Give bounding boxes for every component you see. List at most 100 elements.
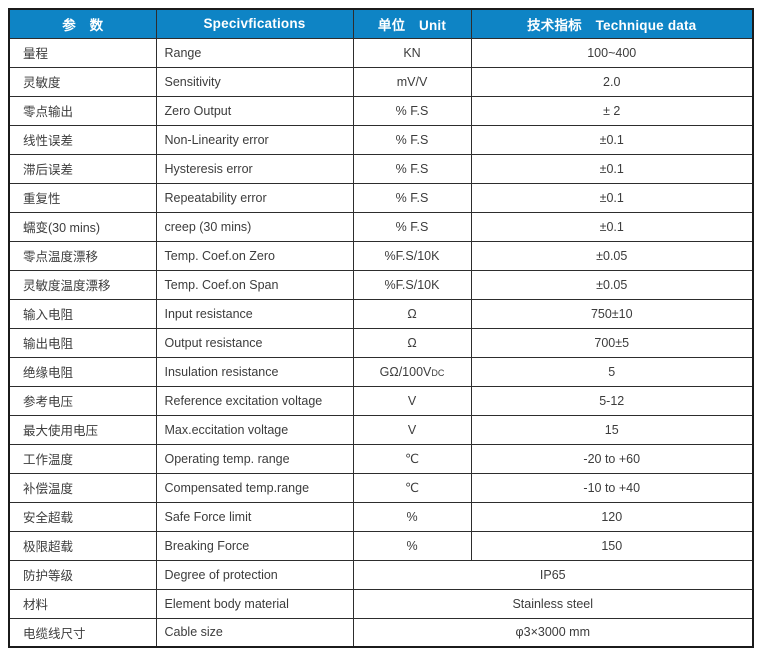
unit-cell: KN xyxy=(352,37,472,68)
table-row: 量程 Range KN 100~400 xyxy=(8,37,754,68)
spec-en-cell: Temp. Coef.on Zero xyxy=(155,240,354,271)
unit-text: mV/V xyxy=(396,74,428,89)
table-row: 补偿温度 Compensated temp.range ℃ -10 to +40 xyxy=(8,472,754,503)
unit-text: % F.S xyxy=(395,132,429,147)
value-cell: 5 xyxy=(470,356,754,387)
spec-en-cell: Sensitivity xyxy=(155,66,354,97)
unit-text: %F.S/10K xyxy=(384,277,440,292)
unit-cell: % xyxy=(352,501,472,532)
unit-cell: Ω xyxy=(352,327,472,358)
spec-en-cell: Output resistance xyxy=(155,327,354,358)
spec-en-cell: Hysteresis error xyxy=(155,153,354,184)
param-cn-cell: 线性误差 xyxy=(8,124,157,155)
merged-value-cell: φ3×3000 mm xyxy=(352,617,754,648)
unit-cell: GΩ/100VDC xyxy=(352,356,472,387)
spec-en-cell: Input resistance xyxy=(155,298,354,329)
unit-text: GΩ/100V xyxy=(379,364,432,379)
unit-cell: Ω xyxy=(352,298,472,329)
spec-en-cell: creep (30 mins) xyxy=(155,211,354,242)
table-row: 蠕变(30 mins) creep (30 mins) % F.S ±0.1 xyxy=(8,211,754,242)
table-row: 重复性 Repeatability error % F.S ±0.1 xyxy=(8,182,754,213)
value-cell: 5-12 xyxy=(470,385,754,416)
value-cell: ±0.05 xyxy=(470,269,754,300)
value-cell: ±0.1 xyxy=(470,124,754,155)
value-cell: ± 2 xyxy=(470,95,754,126)
value-cell: 15 xyxy=(470,414,754,445)
spec-en-cell: Breaking Force xyxy=(155,530,354,561)
unit-text: Ω xyxy=(407,306,417,321)
unit-cell: % F.S xyxy=(352,211,472,242)
table-row: 线性误差 Non-Linearity error % F.S ±0.1 xyxy=(8,124,754,155)
unit-cell: %F.S/10K xyxy=(352,269,472,300)
unit-cell: ℃ xyxy=(352,443,472,474)
table-row: 材料 Element body material Stainless steel xyxy=(8,588,754,619)
param-cn-cell: 输入电阻 xyxy=(8,298,157,329)
unit-text: % F.S xyxy=(395,190,429,205)
value-cell: 700±5 xyxy=(470,327,754,358)
param-cn-cell: 重复性 xyxy=(8,182,157,213)
table-row: 极限超载 Breaking Force% 150 xyxy=(8,530,754,561)
table-row: 灵敏度温度漂移 Temp. Coef.on Span %F.S/10K ±0.05 xyxy=(8,269,754,300)
unit-cell: % F.S xyxy=(352,124,472,155)
unit-text: % F.S xyxy=(395,103,429,118)
table-row: 绝缘电阻 Insulation resistance GΩ/100VDC 5 xyxy=(8,356,754,387)
unit-cell: %F.S/10K xyxy=(352,240,472,271)
spec-en-cell: Compensated temp.range xyxy=(155,472,354,503)
header-param: 参 数 xyxy=(8,8,157,39)
unit-text: % xyxy=(406,538,418,553)
param-cn-cell: 零点温度漂移 xyxy=(8,240,157,271)
value-cell: 150 xyxy=(470,530,754,561)
unit-subscript: DC xyxy=(431,367,445,378)
unit-text: % F.S xyxy=(395,161,429,176)
param-cn-cell: 电缆线尺寸 xyxy=(8,617,157,648)
unit-cell: V xyxy=(352,414,472,445)
table-row: 灵敏度 Sensitivity mV/V 2.0 xyxy=(8,66,754,97)
unit-cell: V xyxy=(352,385,472,416)
param-cn-cell: 极限超载 xyxy=(8,530,157,561)
param-cn-cell: 参考电压 xyxy=(8,385,157,416)
spec-en-cell: Safe Force limit xyxy=(155,501,354,532)
param-cn-cell: 工作温度 xyxy=(8,443,157,474)
value-cell: ±0.05 xyxy=(470,240,754,271)
param-cn-cell: 安全超载 xyxy=(8,501,157,532)
param-cn-cell: 材料 xyxy=(8,588,157,619)
unit-text: Ω xyxy=(407,335,417,350)
header-row: 参 数 Specivfications 单位 Unit 技术指标 Techniq… xyxy=(8,8,754,39)
value-cell: ±0.1 xyxy=(470,153,754,184)
value-cell: 2.0 xyxy=(470,66,754,97)
table-row: 零点温度漂移 Temp. Coef.on Zero %F.S/10K ±0.05 xyxy=(8,240,754,271)
unit-text: V xyxy=(407,422,417,437)
table-row: 最大使用电压 Max.eccitation voltage V 15 xyxy=(8,414,754,445)
value-cell: 750±10 xyxy=(470,298,754,329)
merged-value-cell: IP65 xyxy=(352,559,754,590)
spec-table: 参 数 Specivfications 单位 Unit 技术指标 Techniq… xyxy=(8,8,754,648)
spec-en-cell: Range xyxy=(155,37,354,68)
table-row: 输入电阻 Input resistance Ω 750±10 xyxy=(8,298,754,329)
header-specifications: Specivfications xyxy=(155,8,354,39)
param-cn-cell: 绝缘电阻 xyxy=(8,356,157,387)
spec-en-cell: Non-Linearity error xyxy=(155,124,354,155)
unit-cell: ℃ xyxy=(352,472,472,503)
param-cn-cell: 防护等级 xyxy=(8,559,157,590)
unit-text: ℃ xyxy=(404,481,420,495)
param-cn-cell: 零点输出 xyxy=(8,95,157,126)
param-cn-cell: 灵敏度温度漂移 xyxy=(8,269,157,300)
header-technique-data: 技术指标 Technique data xyxy=(470,8,754,39)
value-cell: ±0.1 xyxy=(470,182,754,213)
spec-en-cell: Repeatability error xyxy=(155,182,354,213)
spec-en-cell: Zero Output xyxy=(155,95,354,126)
param-cn-cell: 量程 xyxy=(8,37,157,68)
unit-text: V xyxy=(407,393,417,408)
spec-en-cell: Reference excitation voltage xyxy=(155,385,354,416)
unit-cell: % F.S xyxy=(352,95,472,126)
unit-cell: % F.S xyxy=(352,153,472,184)
value-cell: ±0.1 xyxy=(470,211,754,242)
param-cn-cell: 灵敏度 xyxy=(8,66,157,97)
unit-cell: mV/V xyxy=(352,66,472,97)
table-row: 工作温度 Operating temp. range ℃ -20 to +60 xyxy=(8,443,754,474)
table-row: 零点输出 Zero Output % F.S ± 2 xyxy=(8,95,754,126)
spec-en-cell: Insulation resistance xyxy=(155,356,354,387)
merged-value-cell: Stainless steel xyxy=(352,588,754,619)
unit-text: % xyxy=(406,509,418,524)
table-row: 安全超载 Safe Force limit% 120 xyxy=(8,501,754,532)
